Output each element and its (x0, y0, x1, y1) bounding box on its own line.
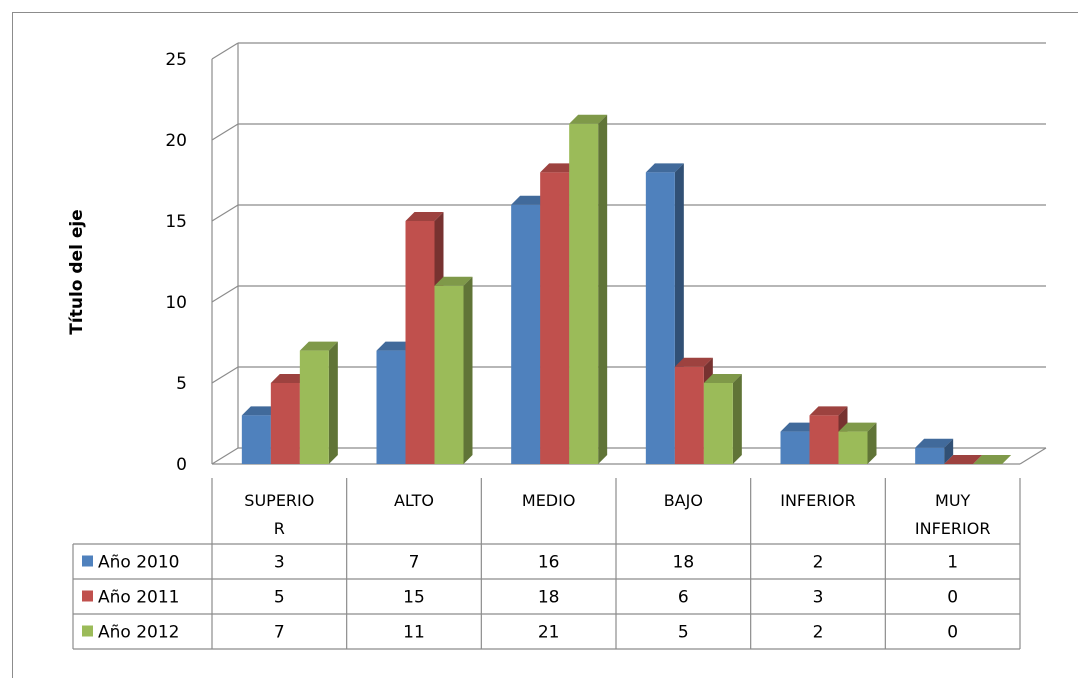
y-tick-label-5: 5 (176, 374, 187, 394)
legend-label-1: Año 2010 (98, 553, 179, 573)
bar-1-series-3 (299, 341, 338, 464)
cell-value-2-2: 15 (403, 588, 425, 608)
bar-4-series-3 (703, 374, 742, 464)
legend-label-3: Año 2012 (98, 623, 179, 643)
category-label-3: MEDIO (522, 491, 576, 510)
category-label-1-line-2: R (274, 519, 285, 538)
floor-right-edge (1019, 447, 1047, 465)
bar-2-series-3 (434, 276, 473, 464)
cell-value-2-4: 6 (678, 588, 689, 608)
cell-value-1-3: 16 (538, 553, 560, 573)
cell-value-2-5: 3 (813, 588, 824, 608)
cell-value-1-5: 2 (813, 553, 824, 573)
y-tick-label-20: 20 (165, 131, 187, 151)
legend-label-2: Año 2011 (98, 588, 179, 608)
y-tick-label-15: 15 (165, 212, 187, 232)
cell-value-3-1: 7 (274, 623, 285, 643)
wall-gridline-25 (211, 42, 239, 60)
category-label-6-line-2: INFERIOR (915, 519, 991, 538)
chart-frame (12, 12, 1078, 678)
cell-value-2-1: 5 (274, 588, 285, 608)
y-tick-label-0: 0 (176, 455, 187, 475)
legend-swatch-1 (82, 555, 93, 567)
category-label-1-line-1: SUPERIO (244, 491, 314, 510)
bars (241, 114, 1012, 465)
wall-gridline-20 (211, 123, 239, 141)
wall-gridline-10 (211, 285, 239, 303)
legend-swatch-2 (82, 590, 93, 602)
category-label-6-line-1: MUY (935, 491, 971, 510)
cell-value-2-6: 0 (947, 588, 958, 608)
cell-value-3-5: 2 (813, 623, 824, 643)
y-axis-ticks: 0 5 10 15 20 25 (165, 50, 187, 475)
data-table: SUPERIO R ALTO MEDIO BAJO INFERIOR MUY INFERIOR… (72, 478, 1021, 650)
cell-value-1-2: 7 (409, 553, 420, 573)
wall-gridline-15 (211, 204, 239, 222)
cell-value-3-2: 11 (403, 623, 425, 643)
wall-gridline-0 (211, 447, 239, 465)
cell-value-3-6: 0 (947, 623, 958, 643)
cell-value-3-3: 21 (538, 623, 560, 643)
bar-3-series-3 (569, 114, 608, 465)
cell-value-2-3: 18 (538, 588, 560, 608)
y-axis-title: Título del eje (67, 209, 87, 334)
bar-5-series-3 (838, 422, 877, 464)
y-tick-label-25: 25 (165, 50, 187, 70)
gridlines (211, 42, 1047, 465)
y-tick-label-10: 10 (165, 293, 187, 313)
category-label-5: INFERIOR (780, 491, 856, 510)
bar-6-series-2 (944, 455, 983, 464)
category-label-2: ALTO (394, 491, 434, 510)
cell-value-1-6: 1 (947, 553, 958, 573)
bar-4-series-1 (645, 163, 684, 464)
bar-6-series-1 (915, 438, 954, 464)
cell-value-3-4: 5 (678, 623, 689, 643)
cell-value-1-1: 3 (274, 553, 285, 573)
legend-swatch-3 (82, 625, 93, 637)
bar-6-series-3 (973, 455, 1012, 464)
category-label-4: BAJO (664, 491, 703, 510)
cell-value-1-4: 18 (673, 553, 695, 573)
wall-gridline-5 (211, 366, 239, 384)
